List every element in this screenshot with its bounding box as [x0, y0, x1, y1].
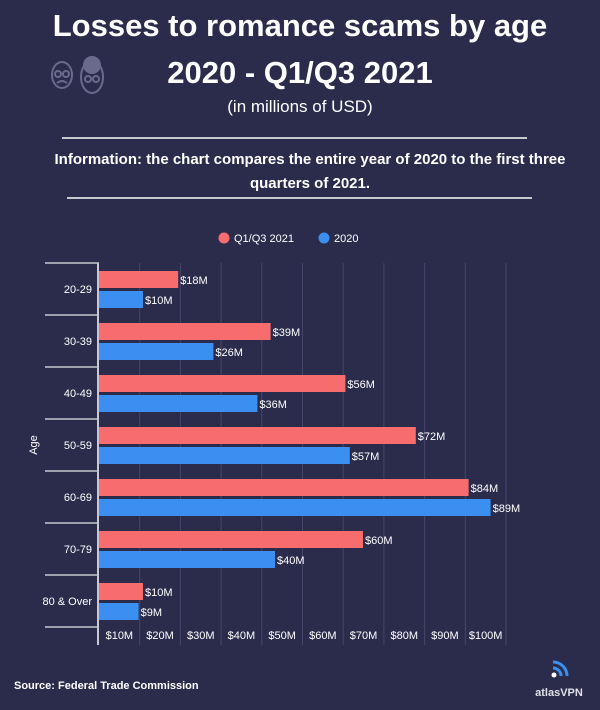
y-tick-label: 80 & Over	[42, 596, 92, 608]
x-tick-label: $30M	[187, 630, 215, 642]
x-tick-label: $60M	[309, 630, 337, 642]
divider-bottom	[67, 197, 532, 199]
data-label: $10M	[145, 295, 173, 307]
bar-chart: $10M $20M $30M $40M $50M $60M $70M $80M $90M $100…	[28, 232, 521, 645]
data-label: $36M	[259, 399, 287, 411]
y-tick-label: 70-79	[64, 544, 92, 556]
bar-q1q3-2021	[99, 375, 346, 392]
x-tick-label: $40M	[228, 630, 256, 642]
data-label: $39M	[273, 327, 301, 339]
elderly-couple-icon	[51, 56, 104, 94]
x-tick-label: $100M	[469, 630, 503, 642]
x-tick-label: $90M	[431, 630, 459, 642]
legend-label: Q1/Q3 2021	[234, 233, 294, 245]
atlasvpn-logo: atlasVPN	[527, 660, 591, 699]
data-label: $72M	[418, 431, 446, 443]
y-tick-label: 30-39	[64, 336, 92, 348]
subtitle: (in millions of USD)	[227, 97, 373, 116]
data-label: $26M	[215, 347, 243, 359]
title-line-2: 2020 - Q1/Q3 2021	[167, 55, 433, 90]
info-text: Information: the chart compares the enti…	[54, 151, 566, 192]
bar-2020	[99, 291, 143, 308]
bar-q1q3-2021	[99, 271, 179, 288]
data-label: $10M	[145, 587, 173, 599]
bar-2020	[99, 499, 491, 516]
legend-label: 2020	[334, 233, 358, 245]
data-label: $56M	[347, 379, 375, 391]
legend-marker	[218, 232, 230, 244]
x-tick-label: $20M	[146, 630, 174, 642]
data-label: $84M	[471, 483, 499, 495]
bar-2020	[99, 395, 258, 412]
title-line-1: Losses to romance scams by age	[52, 8, 548, 43]
logo-text: atlasVPN	[535, 687, 583, 699]
data-label: $57M	[352, 451, 380, 463]
data-label: $40M	[277, 555, 305, 567]
y-tick-label: 40-49	[64, 388, 92, 400]
data-label: $9M	[141, 607, 162, 619]
y-tick-label: 50-59	[64, 440, 92, 452]
bar-2020	[99, 551, 275, 568]
bar-q1q3-2021	[99, 427, 416, 444]
bar-q1q3-2021	[99, 479, 469, 496]
atlasvpn-logo-icon	[551, 660, 569, 678]
y-tick-label: 60-69	[64, 492, 92, 504]
bar-2020	[99, 447, 350, 464]
bar-q1q3-2021	[99, 323, 271, 340]
data-label: $18M	[180, 275, 208, 287]
bar-2020	[99, 603, 139, 620]
divider-top	[62, 137, 527, 139]
bar-q1q3-2021	[99, 531, 363, 548]
x-tick-label: $80M	[390, 630, 418, 642]
data-label: $89M	[493, 503, 521, 515]
x-tick-label: $50M	[268, 630, 296, 642]
data-label: $60M	[365, 535, 393, 547]
source-note: Source: Federal Trade Commission	[14, 680, 199, 692]
y-axis-title: Age	[28, 435, 40, 455]
y-tick-label: 20-29	[64, 284, 92, 296]
bar-2020	[99, 343, 214, 360]
x-tick-label: $10M	[106, 630, 134, 642]
legend-marker	[318, 232, 330, 244]
x-tick-label: $70M	[350, 630, 378, 642]
bar-q1q3-2021	[99, 583, 143, 600]
